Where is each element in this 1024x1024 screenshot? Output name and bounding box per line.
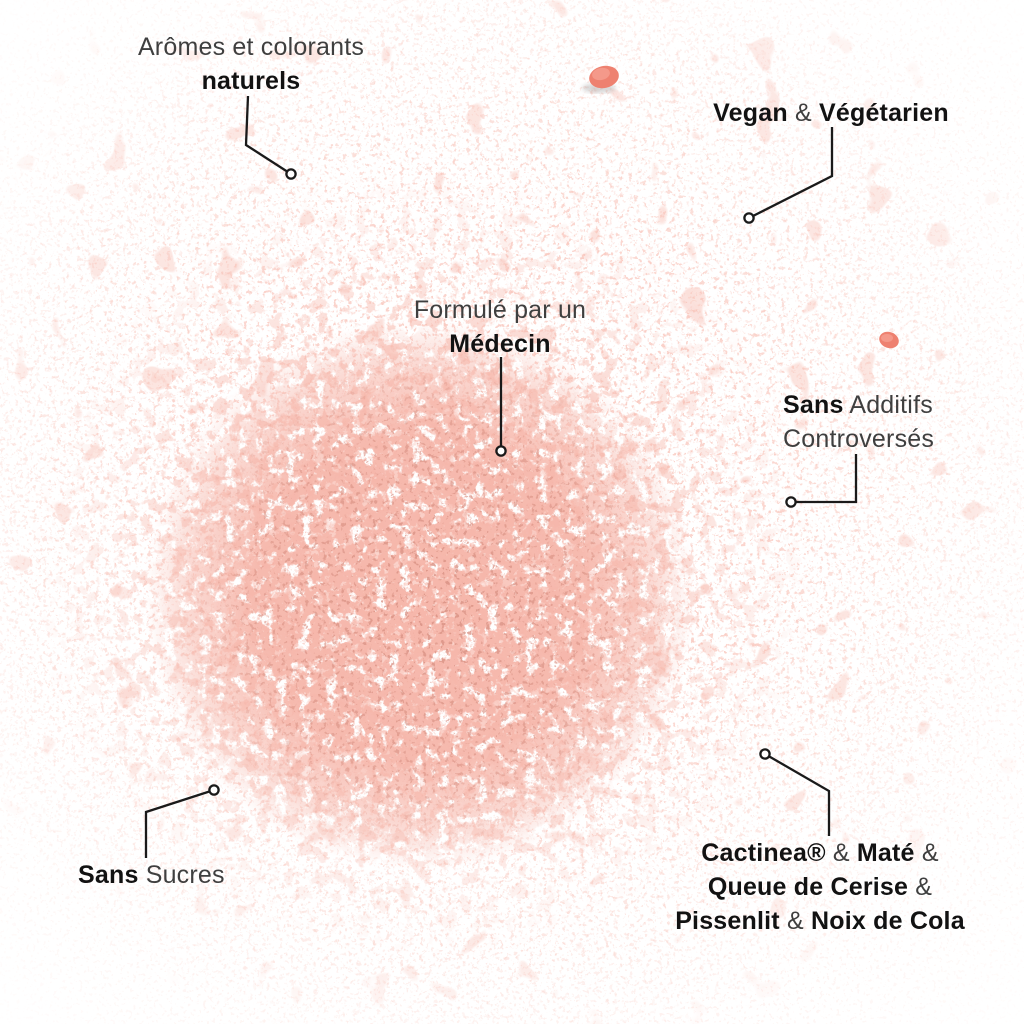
annotation-line: Sans Additifs [783,388,934,422]
callout-marker-vegan [743,212,755,224]
annotation-text: Médecin [449,330,551,358]
annotation-line: Vegan & Végétarien [713,96,949,130]
callout-marker-additifs [785,496,797,508]
annotation-sans-additifs: Sans Additifs Controversés [783,388,934,456]
annotation-text: Sans [78,861,139,889]
annotation-text: Maté [856,839,915,867]
annotation-text: Noix de Cola [810,907,965,935]
annotation-text: & [825,839,857,867]
annotation-text: Sans [783,391,844,419]
callout-marker-aromes [285,168,297,180]
annotation-line: Formulé par un [414,293,586,327]
callout-marker-sucres [208,784,220,796]
powder-crumb-top [582,65,619,93]
annotation-sans-sucres: Sans Sucres [78,858,225,892]
annotation-text: Végétarien [818,99,949,127]
annotation-text: Controversés [783,425,935,453]
annotation-line: Sans Sucres [78,858,225,892]
powder-layer-core-shadow-grain [168,338,692,862]
annotation-vegan-vegetarien: Vegan & Végétarien [713,96,949,130]
callout-line-ingredients [764,753,831,836]
annotation-text: & [779,907,811,935]
annotation-ingredients: Cactinea® & Maté & Queue de Cerise & Pis… [675,836,965,938]
annotation-text: & [908,873,933,901]
annotation-text: & [787,99,819,127]
annotation-text: Arômes et colorants [137,33,365,61]
annotation-aromes-naturels: Arômes et colorants naturels [138,30,364,98]
annotation-text: Formulé par un [413,296,587,324]
annotation-text: Vegan [713,99,788,127]
annotation-formule-medecin: Formulé par un Médecin [414,293,586,361]
annotation-text: & [914,839,939,867]
annotation-line: Médecin [414,327,586,361]
annotation-line: Queue de Cerise & [675,870,965,904]
annotation-text: Queue de Cerise [707,873,909,901]
callout-line-additifs [791,454,858,504]
powder-layer-core [145,320,695,870]
annotation-text: naturels [201,67,301,95]
annotation-text: Sucres [138,861,225,889]
callout-marker-medecin [495,445,507,457]
annotation-line: naturels [138,64,364,98]
annotation-line: Controversés [783,422,934,456]
callout-line-vegan [748,127,834,220]
powder-crumb-right [879,331,899,349]
callout-line-aromes [244,95,292,175]
annotation-text: Pissenlit [675,907,780,935]
annotation-line: Cactinea® & Maté & [675,836,965,870]
callout-line-sucres [144,788,215,858]
annotation-text: Cactinea® [701,839,826,867]
annotation-text: Additifs [843,391,933,419]
powder-layer-core-highlight-grain [143,318,667,842]
callout-marker-ingredients [759,748,771,760]
annotation-line: Pissenlit & Noix de Cola [675,904,965,938]
annotation-line: Arômes et colorants [138,30,364,64]
